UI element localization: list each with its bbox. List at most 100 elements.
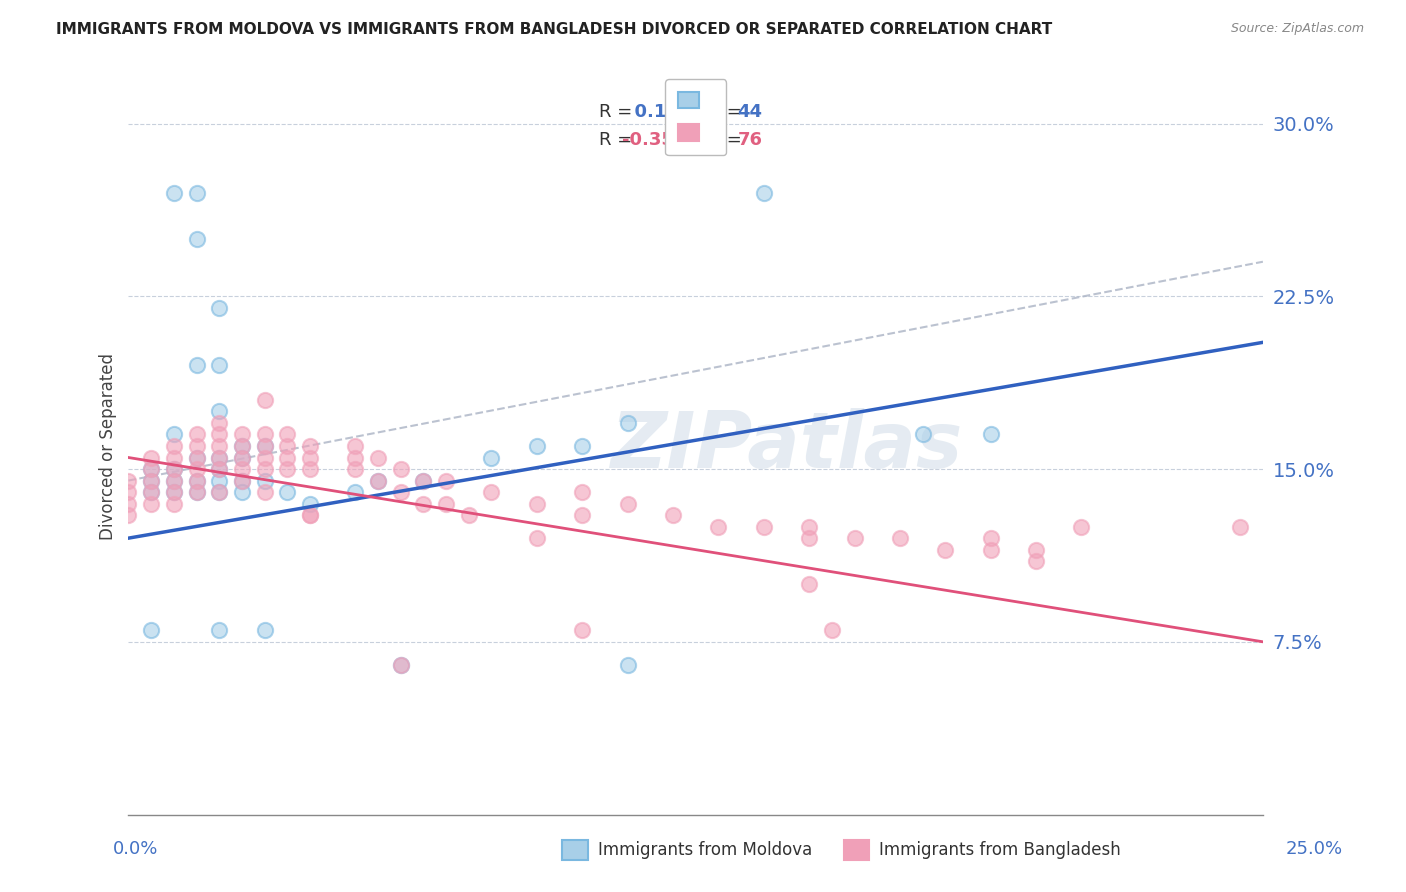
Point bbox=[434, 474, 457, 488]
Point bbox=[276, 462, 298, 476]
Point bbox=[298, 462, 321, 476]
Point bbox=[412, 474, 434, 488]
Text: 44: 44 bbox=[738, 103, 762, 121]
Point bbox=[298, 497, 321, 511]
Point bbox=[141, 462, 163, 476]
Point bbox=[481, 485, 503, 500]
Point bbox=[186, 232, 208, 246]
Point bbox=[344, 462, 367, 476]
Text: R =: R = bbox=[599, 130, 638, 148]
Point bbox=[911, 427, 934, 442]
Point bbox=[1229, 519, 1251, 533]
Text: Immigrants from Bangladesh: Immigrants from Bangladesh bbox=[879, 841, 1121, 859]
Point bbox=[231, 439, 253, 453]
Point bbox=[571, 508, 593, 522]
Point bbox=[208, 485, 231, 500]
Point bbox=[208, 462, 231, 476]
Point bbox=[231, 474, 253, 488]
Point bbox=[616, 657, 638, 672]
Point bbox=[231, 427, 253, 442]
Point bbox=[163, 497, 186, 511]
Point bbox=[253, 439, 276, 453]
Point bbox=[117, 474, 139, 488]
Point bbox=[253, 427, 276, 442]
Text: ZIPatlas: ZIPatlas bbox=[610, 408, 963, 484]
Point bbox=[141, 474, 163, 488]
Point bbox=[186, 462, 208, 476]
Point bbox=[231, 439, 253, 453]
Point bbox=[389, 657, 412, 672]
Point bbox=[253, 439, 276, 453]
Point bbox=[208, 450, 231, 465]
Point bbox=[163, 474, 186, 488]
Point bbox=[481, 450, 503, 465]
Point bbox=[141, 450, 163, 465]
Point bbox=[1070, 519, 1092, 533]
Point bbox=[367, 450, 389, 465]
Text: R =: R = bbox=[599, 103, 638, 121]
Point bbox=[253, 624, 276, 638]
Point bbox=[367, 474, 389, 488]
Point bbox=[208, 404, 231, 418]
Point bbox=[276, 450, 298, 465]
Point bbox=[117, 485, 139, 500]
Point bbox=[526, 531, 548, 545]
Point bbox=[934, 542, 956, 557]
Point bbox=[186, 485, 208, 500]
Point bbox=[389, 657, 412, 672]
Point bbox=[141, 474, 163, 488]
Point bbox=[186, 439, 208, 453]
Point bbox=[571, 624, 593, 638]
Point bbox=[208, 462, 231, 476]
Point bbox=[186, 474, 208, 488]
Point bbox=[208, 427, 231, 442]
Point bbox=[186, 186, 208, 200]
Point bbox=[412, 497, 434, 511]
Point bbox=[141, 485, 163, 500]
Text: Immigrants from Moldova: Immigrants from Moldova bbox=[598, 841, 811, 859]
Point bbox=[526, 439, 548, 453]
Point bbox=[797, 577, 820, 591]
Point bbox=[253, 485, 276, 500]
Point bbox=[797, 531, 820, 545]
Point bbox=[276, 427, 298, 442]
Point bbox=[186, 485, 208, 500]
Point bbox=[186, 427, 208, 442]
Text: -0.359: -0.359 bbox=[621, 130, 686, 148]
Point bbox=[186, 359, 208, 373]
Point bbox=[163, 450, 186, 465]
Point bbox=[117, 497, 139, 511]
Point bbox=[752, 186, 775, 200]
Point bbox=[344, 450, 367, 465]
Point bbox=[117, 508, 139, 522]
Point bbox=[367, 474, 389, 488]
Point bbox=[980, 427, 1002, 442]
Point bbox=[253, 392, 276, 407]
Point bbox=[231, 485, 253, 500]
Text: 0.166: 0.166 bbox=[621, 103, 692, 121]
Text: 25.0%: 25.0% bbox=[1285, 840, 1343, 858]
Point bbox=[1025, 542, 1047, 557]
Point bbox=[253, 474, 276, 488]
Point bbox=[752, 519, 775, 533]
Point bbox=[208, 416, 231, 430]
Point bbox=[141, 462, 163, 476]
Point bbox=[276, 439, 298, 453]
Point bbox=[298, 439, 321, 453]
Point bbox=[253, 450, 276, 465]
Point bbox=[163, 186, 186, 200]
Point bbox=[163, 439, 186, 453]
Point bbox=[298, 508, 321, 522]
Point bbox=[141, 497, 163, 511]
Point bbox=[231, 462, 253, 476]
Text: 0.0%: 0.0% bbox=[112, 840, 157, 858]
Point bbox=[208, 301, 231, 315]
FancyBboxPatch shape bbox=[562, 840, 588, 860]
Point bbox=[389, 485, 412, 500]
Point bbox=[231, 474, 253, 488]
Point bbox=[186, 450, 208, 465]
Point bbox=[163, 485, 186, 500]
Point bbox=[231, 450, 253, 465]
Point bbox=[571, 485, 593, 500]
Point bbox=[208, 439, 231, 453]
